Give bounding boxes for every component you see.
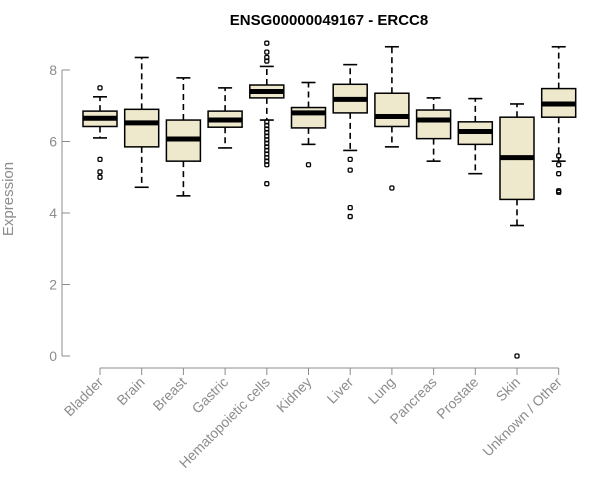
box-iqr	[374, 92, 410, 128]
outlier-point	[97, 156, 103, 163]
box-group	[457, 97, 494, 175]
x-tick-label: Kidney	[273, 374, 315, 416]
x-tick-label: Brain	[113, 374, 147, 408]
box-group	[290, 81, 327, 168]
x-tick-label: Bladder	[61, 374, 107, 420]
x-tick-label: Skin	[493, 374, 524, 405]
boxes-layer	[82, 40, 577, 359]
y-tick-label: 0	[49, 348, 57, 364]
x-tick-label: Breast	[150, 374, 190, 414]
outlier-point	[264, 181, 270, 187]
outlier-point	[97, 169, 103, 175]
box-group	[82, 85, 118, 180]
x-tick-label: Unknown / Other	[479, 374, 565, 460]
outlier-point	[556, 171, 562, 177]
x-tick-label: Prostate	[433, 374, 481, 422]
box-iqr	[415, 109, 452, 140]
box-group	[249, 40, 285, 187]
y-axis: 0 2 4 6 8	[49, 62, 70, 364]
box-group	[540, 45, 577, 195]
y-tick-label: 8	[49, 62, 57, 78]
outlier-point	[347, 213, 353, 220]
outlier-point	[264, 162, 270, 168]
outlier-point	[264, 40, 270, 46]
box-group	[165, 77, 202, 197]
box-group	[374, 45, 410, 191]
outlier-point	[305, 162, 312, 168]
box-group	[207, 87, 243, 149]
y-axis-label: Expression	[0, 162, 17, 236]
y-tick-label: 4	[49, 205, 57, 221]
outlier-point	[347, 167, 353, 173]
outlier-point	[264, 49, 270, 55]
y-tick-label: 2	[49, 277, 57, 293]
outlier-point	[97, 85, 103, 91]
outlier-point	[389, 185, 395, 191]
box-group	[123, 56, 160, 189]
box-group	[332, 63, 368, 220]
outlier-point	[556, 153, 562, 159]
outlier-point	[347, 156, 353, 163]
outlier-point	[556, 189, 562, 195]
chart-title: ENSG00000049167 - ERCC8	[230, 12, 428, 29]
x-tick-label: Lung	[365, 374, 398, 407]
x-tick-label: Liver	[324, 374, 357, 407]
outlier-point	[556, 162, 562, 168]
box-iqr	[123, 108, 160, 148]
outlier-point	[514, 353, 520, 359]
outlier-point	[264, 58, 270, 64]
box-group	[415, 97, 452, 162]
outlier-point	[347, 204, 353, 211]
y-tick-label: 6	[49, 134, 57, 150]
box-group	[499, 103, 535, 359]
outlier-point	[97, 174, 103, 180]
